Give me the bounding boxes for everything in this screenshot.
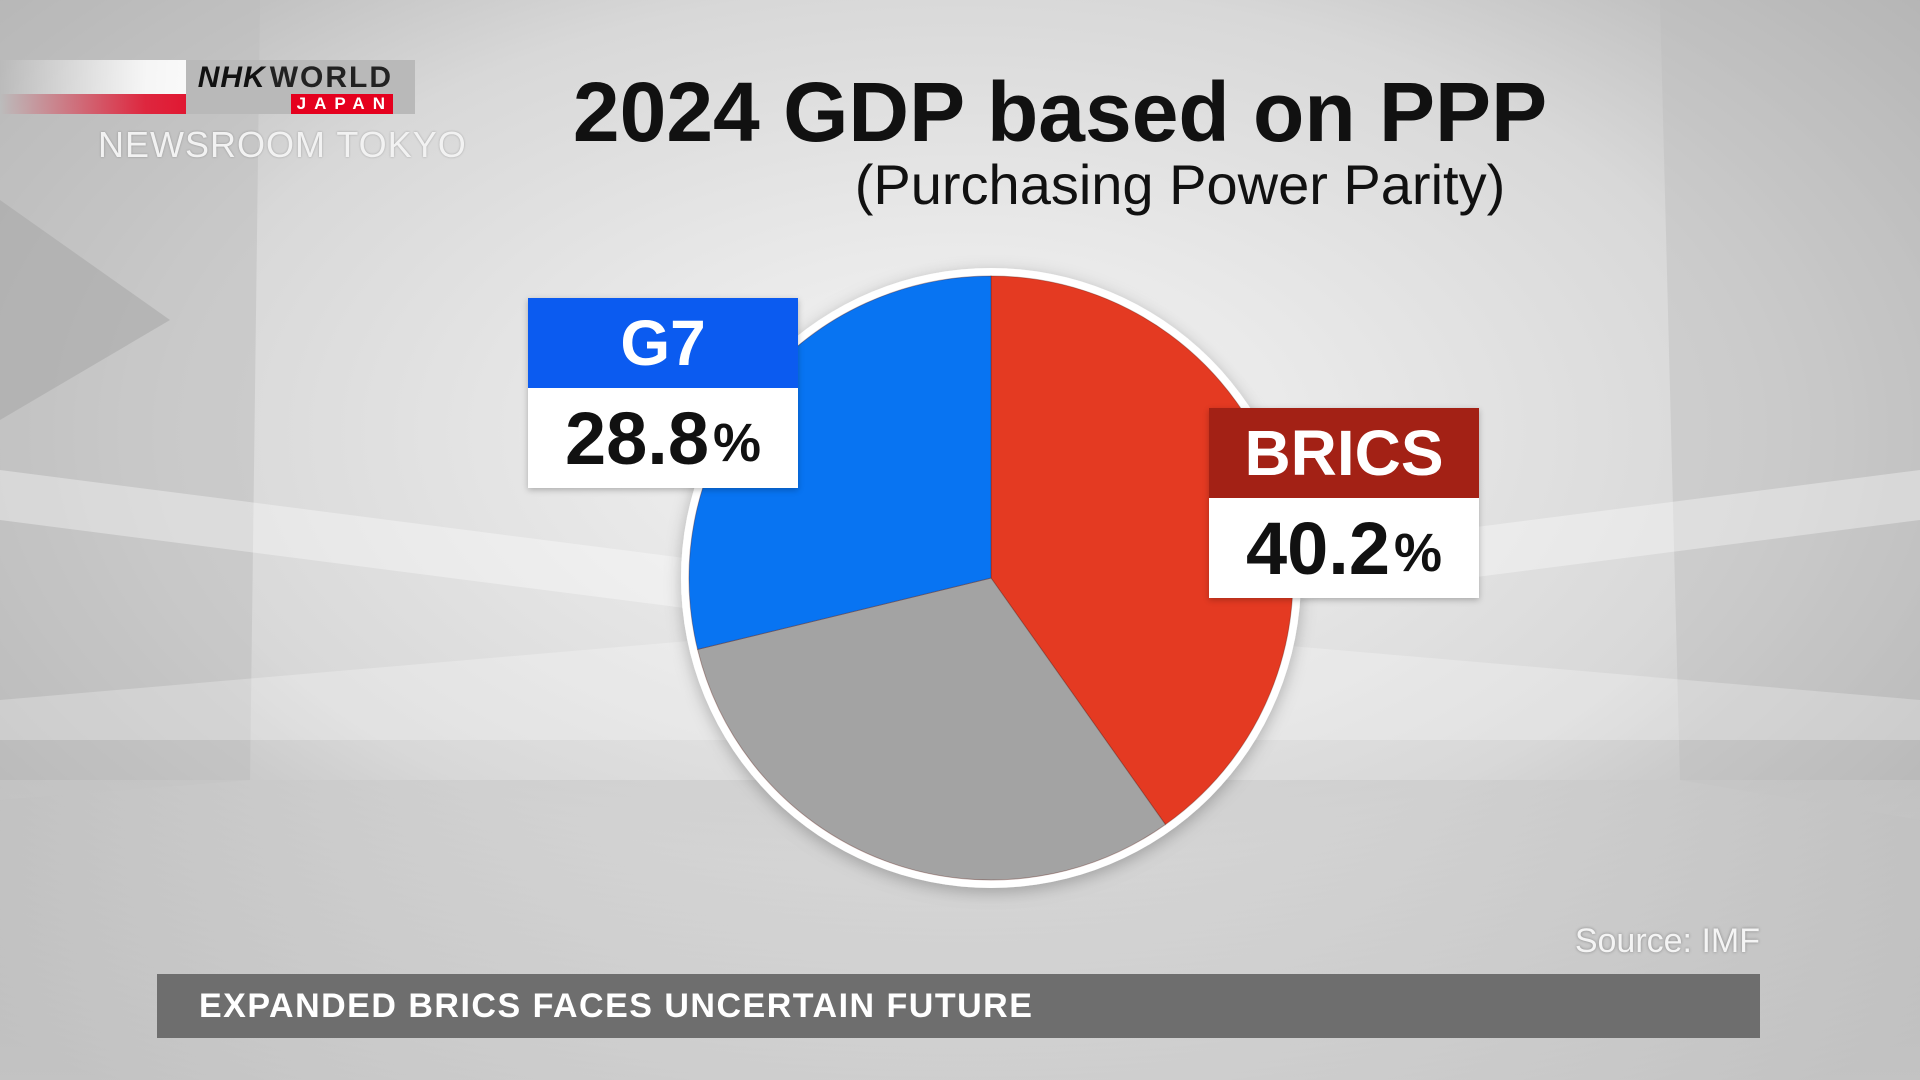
logo-nhk: NHK [197, 61, 266, 94]
logo-japan: JAPAN [290, 94, 393, 114]
program-name: NEWSROOM TOKYO [98, 124, 467, 165]
brics-label-value-row: 40.2% [1209, 498, 1479, 598]
logo-world: WORLD [269, 61, 393, 94]
brics-label-name: BRICS [1209, 408, 1479, 498]
g7-label: G7 28.8% [528, 298, 798, 488]
pie-slice-others [696, 577, 1167, 881]
ticker-headline: EXPANDED BRICS FACES UNCERTAIN FUTURE [199, 986, 1034, 1025]
chart-title: 2024 GDP based on PPP [572, 65, 1548, 159]
source-credit: Source: IMF [1574, 922, 1760, 960]
brics-percent-sign: % [1394, 523, 1443, 583]
news-ticker: EXPANDED BRICS FACES UNCERTAIN FUTURE [157, 974, 1760, 1038]
brics-value: 40.2 [1245, 506, 1390, 590]
g7-label-name: G7 [528, 298, 798, 388]
chart-subtitle: (Purchasing Power Parity) [854, 153, 1506, 216]
nhk-world-logo: NHK WORLD JAPAN [0, 60, 415, 114]
g7-label-value-row: 28.8% [528, 388, 798, 488]
brics-label: BRICS 40.2% [1209, 408, 1479, 598]
g7-value: 28.8 [564, 396, 709, 480]
logo-wordmark: NHK WORLD [198, 61, 393, 95]
g7-percent-sign: % [713, 413, 762, 473]
